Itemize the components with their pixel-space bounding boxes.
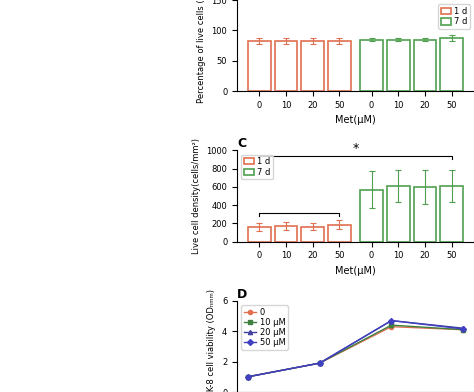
Legend: 1 d, 7 d: 1 d, 7 d	[241, 154, 273, 179]
Line: 0: 0	[246, 325, 465, 379]
Line: 50 μM: 50 μM	[246, 319, 465, 379]
10 μM	[317, 361, 322, 365]
X-axis label: Met(μM): Met(μM)	[335, 266, 376, 276]
20 μM	[460, 326, 466, 330]
10 μM	[460, 327, 466, 332]
Bar	[301, 227, 324, 241]
Text: D: D	[237, 288, 247, 301]
Line: 20 μM: 20 μM	[246, 319, 465, 379]
50 μM	[460, 327, 466, 331]
20 μM	[317, 361, 322, 365]
Bar	[274, 41, 297, 91]
X-axis label: Met(μM): Met(μM)	[335, 115, 376, 125]
Bar	[360, 40, 383, 91]
Bar	[414, 40, 437, 91]
Bar	[440, 38, 463, 91]
Bar	[301, 41, 324, 91]
50 μM	[389, 318, 394, 323]
Bar	[274, 226, 297, 241]
Bar	[248, 227, 271, 241]
Bar	[360, 190, 383, 241]
Text: *: *	[352, 142, 359, 155]
Bar	[387, 40, 410, 91]
Y-axis label: Live cell density(cells/mm²): Live cell density(cells/mm²)	[191, 138, 201, 254]
0	[245, 374, 251, 379]
20 μM	[389, 318, 394, 323]
Legend: 1 d, 7 d: 1 d, 7 d	[438, 4, 470, 29]
Bar	[328, 225, 351, 241]
Bar	[387, 186, 410, 241]
Bar	[414, 187, 437, 241]
Legend: 0, 10 μM, 20 μM, 50 μM: 0, 10 μM, 20 μM, 50 μM	[241, 305, 288, 350]
Text: C: C	[237, 138, 246, 151]
Bar	[440, 186, 463, 241]
0	[317, 361, 322, 365]
10 μM	[245, 374, 251, 379]
Y-axis label: CCK-8 cell viability (ODₙₘₘ): CCK-8 cell viability (ODₙₘₘ)	[207, 289, 216, 392]
Bar	[248, 41, 271, 91]
0	[389, 324, 394, 329]
10 μM	[389, 323, 394, 327]
0	[460, 327, 466, 332]
Bar	[328, 41, 351, 91]
Y-axis label: Percentage of live cells (%): Percentage of live cells (%)	[197, 0, 206, 103]
50 μM	[245, 374, 251, 379]
50 μM	[317, 361, 322, 365]
20 μM	[245, 374, 251, 379]
Line: 10 μM: 10 μM	[246, 323, 465, 379]
